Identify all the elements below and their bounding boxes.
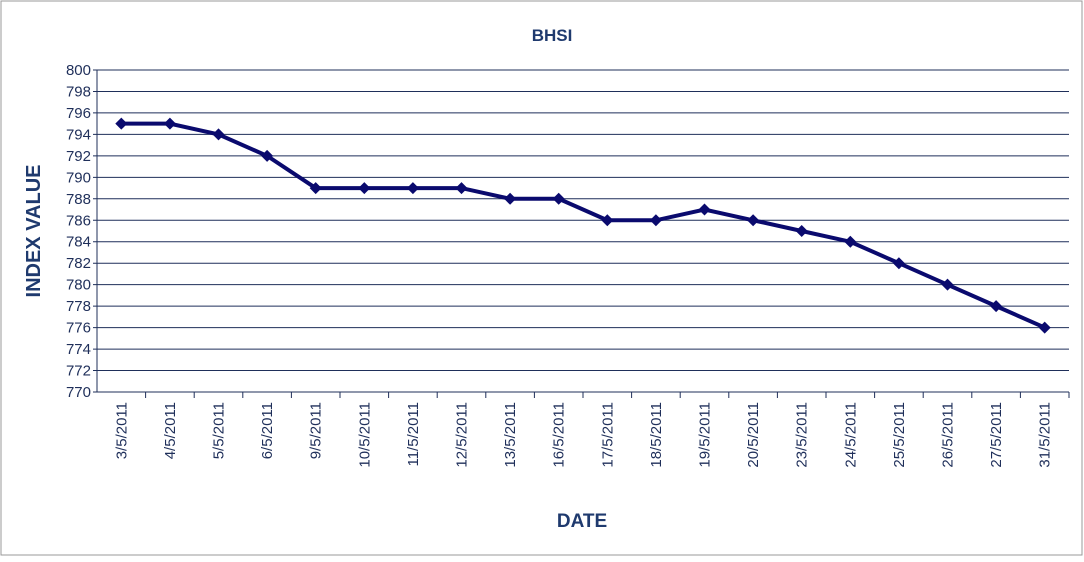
x-tick-label: 13/5/2011 — [502, 402, 519, 468]
y-tick-label: 800 — [66, 62, 91, 79]
chart-title: BHSI — [532, 26, 573, 45]
x-tick-label: 25/5/2011 — [891, 402, 908, 468]
y-tick-label: 776 — [66, 320, 91, 337]
y-tick-label: 794 — [66, 126, 91, 143]
y-tick-label: 786 — [66, 212, 91, 229]
y-tick-label: 782 — [66, 255, 91, 272]
x-tick-label: 5/5/2011 — [211, 402, 228, 459]
y-tick-label: 790 — [66, 169, 91, 186]
x-tick-label: 9/5/2011 — [308, 402, 325, 459]
x-tick-label: 3/5/2011 — [113, 402, 130, 459]
y-tick-label: 778 — [66, 298, 91, 315]
x-tick-label: 16/5/2011 — [551, 402, 568, 468]
y-tick-label: 796 — [66, 105, 91, 122]
x-tick-label: 24/5/2011 — [842, 402, 859, 468]
y-tick-label: 780 — [66, 277, 91, 294]
y-tick-label: 798 — [66, 83, 91, 100]
chart: BHSI DATE INDEX VALUE 770 772 774 776 778 780… — [0, 0, 1084, 557]
x-tick-label: 19/5/2011 — [697, 402, 714, 468]
x-tick-label: 11/5/2011 — [405, 402, 422, 467]
x-tick-label: 12/5/2011 — [454, 402, 471, 468]
y-tick-label: 784 — [66, 234, 91, 251]
x-tick-label: 26/5/2011 — [940, 402, 957, 468]
x-tick-label: 20/5/2011 — [745, 402, 762, 468]
y-tick-label: 772 — [66, 363, 91, 380]
x-tick-label: 18/5/2011 — [648, 402, 665, 468]
x-tick-label: 4/5/2011 — [162, 402, 179, 459]
x-tick-label: 6/5/2011 — [259, 402, 276, 459]
y-tick-label: 770 — [66, 384, 91, 401]
x-tick-label: 23/5/2011 — [794, 402, 811, 468]
x-tick-label: 17/5/2011 — [599, 402, 616, 468]
y-axis-title: INDEX VALUE — [23, 165, 45, 298]
x-axis-title: DATE — [557, 511, 607, 532]
y-tick-label: 792 — [66, 148, 91, 165]
y-tick-label: 774 — [66, 341, 91, 358]
x-tick-label: 31/5/2011 — [1037, 402, 1054, 468]
x-tick-label: 27/5/2011 — [988, 402, 1005, 468]
x-tick-label: 10/5/2011 — [356, 402, 373, 468]
y-tick-label: 788 — [66, 191, 91, 208]
chart-border — [1, 1, 1082, 555]
